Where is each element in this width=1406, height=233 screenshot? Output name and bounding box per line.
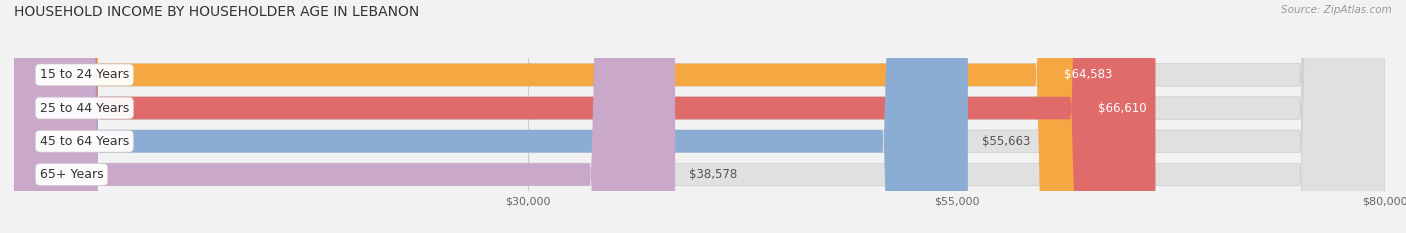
FancyBboxPatch shape bbox=[14, 0, 675, 233]
FancyBboxPatch shape bbox=[14, 0, 1385, 233]
Text: 45 to 64 Years: 45 to 64 Years bbox=[39, 135, 129, 148]
FancyBboxPatch shape bbox=[14, 0, 1385, 233]
Text: 15 to 24 Years: 15 to 24 Years bbox=[39, 68, 129, 81]
FancyBboxPatch shape bbox=[14, 0, 967, 233]
Text: $55,663: $55,663 bbox=[981, 135, 1031, 148]
Text: Source: ZipAtlas.com: Source: ZipAtlas.com bbox=[1281, 5, 1392, 15]
Text: $66,610: $66,610 bbox=[1098, 102, 1147, 115]
Text: 25 to 44 Years: 25 to 44 Years bbox=[39, 102, 129, 115]
FancyBboxPatch shape bbox=[14, 0, 1385, 233]
Text: $64,583: $64,583 bbox=[1064, 68, 1112, 81]
FancyBboxPatch shape bbox=[14, 0, 1385, 233]
Text: $38,578: $38,578 bbox=[689, 168, 737, 181]
FancyBboxPatch shape bbox=[14, 0, 1121, 233]
Text: HOUSEHOLD INCOME BY HOUSEHOLDER AGE IN LEBANON: HOUSEHOLD INCOME BY HOUSEHOLDER AGE IN L… bbox=[14, 5, 419, 19]
FancyBboxPatch shape bbox=[14, 0, 1156, 233]
Text: 65+ Years: 65+ Years bbox=[39, 168, 104, 181]
